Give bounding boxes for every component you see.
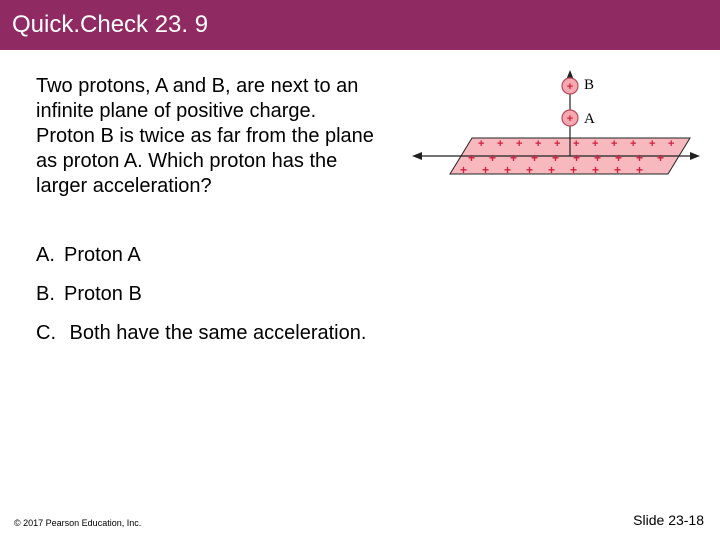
svg-text:+: + [468,151,475,165]
option-a: A.Proton A [36,243,684,268]
svg-text:+: + [630,138,636,150]
option-text: Proton A [64,244,141,266]
svg-text:+: + [504,163,511,177]
option-text: Proton B [64,283,142,305]
svg-text:+: + [482,163,489,177]
svg-text:+: + [478,138,484,150]
svg-text:+: + [489,151,496,165]
svg-text:+: + [510,151,517,165]
svg-text:+: + [614,163,621,177]
svg-text:+: + [657,151,664,165]
option-letter: B. [36,282,64,307]
option-letter: C. [36,321,64,346]
plane-charges-row3: + + + + + + + + + [460,163,643,177]
svg-text:+: + [570,163,577,177]
slide-number: Slide 23-18 [633,512,704,528]
answer-options: A.Proton A B.Proton B C. Both have the s… [36,243,684,346]
axis-arrow-right [690,152,700,160]
svg-text:+: + [554,138,560,150]
title-bar: Quick.Check 23. 9 [0,0,720,50]
svg-text:+: + [611,138,617,150]
svg-text:+: + [668,138,674,150]
svg-text:+: + [535,138,541,150]
svg-text:+: + [573,138,579,150]
svg-text:+: + [548,163,555,177]
physics-diagram: ++ ++ ++ ++ ++ + ++ ++ ++ ++ ++ ++ ++ ++… [410,68,700,218]
proton-b-label: B [584,77,594,93]
copyright-text: © 2017 Pearson Education, Inc. [14,518,141,528]
svg-text:+: + [649,138,655,150]
svg-text:+: + [526,163,533,177]
svg-text:+: + [516,138,522,150]
slide-title: Quick.Check 23. 9 [12,11,208,39]
option-c: C. Both have the same acceleration. [36,321,684,346]
svg-text:+: + [592,163,599,177]
svg-text:+: + [636,163,643,177]
option-letter: A. [36,243,64,268]
proton-a-label: A [584,111,595,127]
option-text: Both have the same acceleration. [64,322,366,344]
svg-text:+: + [460,163,467,177]
slide-content: Two protons, A and B, are next to an inf… [0,50,720,346]
svg-text:+: + [592,138,598,150]
option-b: B.Proton B [36,282,684,307]
proton-a-plus: + [567,113,573,125]
question-text: Two protons, A and B, are next to an inf… [36,74,376,199]
svg-text:+: + [497,138,503,150]
proton-b-plus: + [567,81,573,93]
axis-arrow-left [412,152,422,160]
